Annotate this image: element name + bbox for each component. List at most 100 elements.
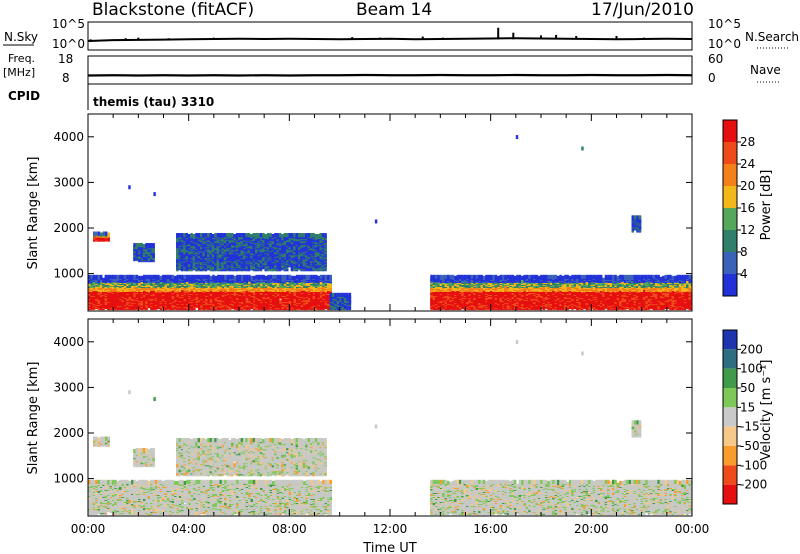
heatmap-cell: [231, 233, 234, 238]
heatmap-cell: [152, 274, 155, 279]
cpid-strip: CPID themis (tau) 3310: [8, 84, 214, 110]
heatmap-cell: [190, 274, 194, 279]
heatmap-cell: [279, 274, 282, 279]
heatmap-cell: [162, 274, 165, 279]
heatmap-cell: [283, 245, 287, 250]
cpid-label: CPID: [8, 89, 40, 103]
freq-left-tick-bottom: 8: [62, 71, 70, 85]
heatmap-cell: [238, 233, 241, 238]
heatmap-cell: [219, 253, 222, 258]
heatmap-cell: [209, 275, 213, 280]
heatmap-cell: [319, 274, 323, 279]
heatmap-cell: [192, 245, 196, 250]
heatmap-cell: [93, 235, 96, 240]
heatmap-cell: [243, 289, 246, 294]
heatmap-cell: [307, 233, 310, 238]
heatmap-cell: [145, 243, 148, 248]
heatmap-cell: [262, 248, 265, 253]
heatmap-cell: [329, 274, 332, 279]
heatmap-cell: [164, 274, 167, 279]
heatmap-cell: [133, 274, 136, 279]
heatmap-cell: [250, 275, 253, 280]
heatmap-cell: [293, 284, 296, 289]
heatmap-cell: [229, 285, 232, 290]
heatmap-cell: [186, 296, 189, 302]
heatmap-cell: [221, 287, 225, 292]
heatmap-cell: [278, 233, 282, 238]
heatmap-cell: [142, 244, 146, 249]
heatmap-cell: [284, 274, 287, 279]
heatmap-cell: [255, 283, 258, 288]
heatmap-cell: [235, 233, 239, 238]
heatmap-cell: [109, 274, 112, 279]
heatmap-cell: [228, 244, 232, 249]
heatmap-cell: [293, 233, 296, 238]
heatmap-cell: [295, 233, 298, 238]
heatmap-cell: [272, 274, 275, 279]
heatmap-cell: [190, 233, 193, 238]
heatmap-cell: [195, 244, 198, 249]
heatmap-cell: [274, 274, 277, 279]
heatmap-cell: [233, 250, 236, 255]
heatmap-cell: [245, 274, 249, 279]
heatmap-cell: [140, 251, 143, 256]
heatmap-cell: [204, 233, 208, 238]
heatmap-cell: [302, 233, 306, 238]
heatmap-cell: [315, 274, 318, 279]
heatmap-cell: [100, 232, 103, 237]
heatmap-cell: [211, 234, 215, 239]
freq-series: [87, 73, 693, 77]
heatmap-cell: [233, 282, 237, 287]
heatmap-cell: [257, 274, 261, 279]
date-title: 17/Jun/2010: [591, 0, 694, 20]
heatmap-cell: [197, 233, 200, 238]
heatmap-cell: [181, 288, 184, 293]
heatmap-cell: [140, 275, 143, 280]
heatmap-cell: [207, 233, 210, 238]
heatmap-cell: [171, 294, 175, 300]
heatmap-cell: [233, 234, 236, 239]
heatmap-cell: [97, 231, 101, 236]
heatmap-cell: [322, 303, 325, 309]
heatmap-cell: [238, 249, 241, 254]
heatmap-cell: [135, 274, 139, 279]
heatmap-cell: [308, 274, 311, 279]
heatmap-cell: [243, 258, 246, 263]
heatmap-cell: [131, 285, 134, 290]
heatmap-cell: [188, 234, 191, 239]
heatmap-cell: [286, 233, 289, 238]
heatmap-cell: [171, 274, 175, 279]
power-cells: [88, 135, 692, 311]
heatmap-cell: [166, 274, 170, 279]
heatmap-cell: [288, 233, 291, 238]
heatmap-cell: [281, 274, 285, 279]
heatmap-cell: [190, 244, 193, 249]
heatmap-cell: [123, 287, 127, 292]
heatmap-cell: [140, 243, 143, 248]
heatmap-cell: [195, 274, 198, 279]
heatmap-cell: [147, 293, 151, 298]
heatmap-cell: [154, 274, 158, 279]
heatmap-cell: [262, 302, 265, 308]
heatmap-cell: [217, 274, 220, 279]
heatmap-cell: [290, 233, 294, 238]
heatmap-cell: [250, 234, 253, 239]
heatmap-cell: [327, 274, 330, 279]
heatmap-cell: [200, 233, 203, 238]
heatmap-cell: [97, 274, 100, 279]
heatmap-cell: [314, 234, 318, 239]
heatmap-cell: [169, 274, 172, 279]
heatmap-cell: [310, 274, 313, 279]
heatmap-cell: [259, 233, 263, 238]
heatmap-cell: [111, 274, 115, 279]
heatmap-cell: [200, 245, 203, 250]
heatmap-cell: [266, 245, 270, 250]
heatmap-cell: [192, 234, 196, 239]
heatmap-cell: [310, 233, 313, 238]
heatmap-cell: [221, 300, 225, 306]
heatmap-cell: [216, 250, 220, 255]
heatmap-cell: [174, 275, 177, 280]
heatmap-cell: [123, 274, 127, 279]
heatmap-cell: [93, 231, 96, 236]
